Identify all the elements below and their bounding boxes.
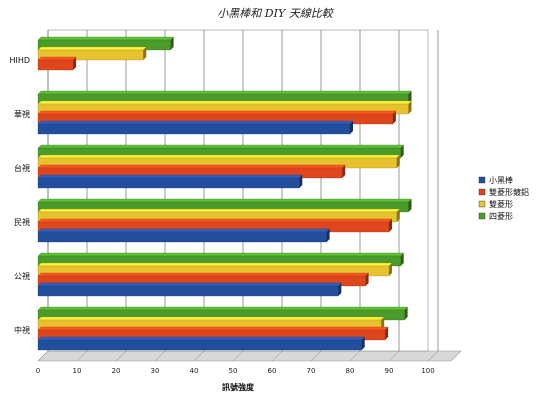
floor-grid-line: [271, 350, 283, 362]
bar-top: [37, 90, 412, 95]
x-tick-label: 10: [73, 367, 82, 375]
bar-end: [350, 121, 353, 134]
bar-end: [365, 273, 369, 286]
bar: [37, 177, 300, 189]
bar-top: [37, 208, 401, 213]
bar-top: [37, 316, 385, 321]
legend-swatch: [478, 176, 486, 184]
legend-entry: 雙菱形: [489, 199, 513, 209]
floor-grid-line: [310, 350, 322, 362]
bar: [37, 123, 351, 135]
x-tick-label: 80: [346, 367, 355, 375]
x-tick-label: 30: [151, 367, 160, 375]
bar-top: [37, 56, 77, 61]
plot-area: [47, 29, 429, 352]
bar-end: [392, 111, 396, 124]
bar-end: [170, 37, 174, 50]
bar-end: [396, 209, 400, 222]
bars-group: [37, 36, 412, 351]
bar-top: [37, 164, 346, 169]
x-tick-label: 50: [229, 367, 238, 375]
bar-end: [389, 219, 392, 232]
floor-grid-line: [154, 350, 166, 362]
bar-top: [37, 110, 397, 115]
bar: [37, 285, 339, 297]
bar-end: [400, 145, 404, 158]
bar-end: [385, 327, 389, 340]
legend-swatch: [478, 212, 486, 220]
bar-top: [37, 120, 354, 125]
bar-end: [408, 101, 412, 114]
bar-top: [37, 174, 303, 179]
bar-top: [37, 282, 342, 287]
category-label: 中視: [14, 325, 30, 335]
floor-grid-line: [115, 350, 127, 362]
bar: [37, 59, 74, 71]
bar-top: [37, 306, 408, 311]
floor-grid-line: [76, 350, 88, 362]
x-tick-label: 40: [190, 367, 199, 375]
bar-top: [37, 272, 369, 277]
floor-grid-line: [37, 350, 49, 362]
floor-grid-line: [427, 350, 439, 362]
bar-end: [408, 91, 412, 104]
bar-end: [404, 307, 408, 320]
category-label: 公視: [14, 272, 30, 281]
bar-top: [37, 198, 412, 203]
x-tick-label: 100: [421, 367, 434, 375]
legend-entry: 雙菱形鍍鋁: [489, 187, 529, 197]
legend-entry: 小黑棒: [489, 175, 513, 185]
bar-end: [299, 175, 303, 188]
bar-top: [37, 154, 401, 159]
category-label: 民視: [14, 218, 30, 227]
bar-top: [37, 36, 174, 41]
bar-end: [338, 283, 342, 296]
bar-top: [37, 218, 393, 223]
bar-end: [342, 165, 346, 178]
bar-end: [396, 155, 400, 168]
x-axis-label: 訊號強度: [222, 382, 255, 392]
bar-end: [408, 199, 412, 212]
x-tick-label: 60: [268, 367, 277, 375]
floor-grid-line: [193, 350, 205, 362]
bar: [37, 231, 327, 243]
bar-end: [326, 229, 330, 242]
category-label: 台視: [14, 163, 30, 173]
floor-grid-line: [232, 350, 244, 362]
bar: [37, 339, 362, 351]
legend-swatch: [478, 188, 486, 196]
bar-end: [389, 263, 392, 276]
floor-grid-line: [349, 350, 361, 362]
bar-top: [37, 46, 147, 51]
category-label: 華視: [14, 109, 30, 119]
x-tick-label: 0: [36, 367, 40, 375]
bar-top: [37, 326, 389, 331]
x-tick-label: 20: [112, 367, 121, 375]
legend-entry: 四菱形: [489, 211, 513, 221]
bar-top: [37, 336, 366, 341]
bar-top: [37, 228, 330, 233]
bar-end: [400, 253, 404, 266]
legend-swatch: [478, 200, 486, 208]
bar-end: [73, 57, 77, 70]
x-tick-label: 90: [385, 367, 394, 375]
grid-lines: [37, 30, 439, 362]
floor-grid-line: [388, 350, 400, 362]
bar-end: [143, 47, 147, 60]
bar-top: [37, 252, 405, 257]
bar-top: [37, 262, 393, 267]
x-tick-label: 70: [307, 367, 316, 375]
x-tick-labels: 0 10 20 30 40 50 60 70 80 90 100: [36, 367, 435, 375]
bar-top: [37, 144, 405, 149]
bar-end: [361, 337, 365, 350]
bar-end: [381, 317, 385, 330]
bar-top: [37, 100, 412, 105]
chart-title: 小黑棒和 DIY 天線比較: [217, 7, 334, 20]
category-label: HIHD: [9, 56, 30, 65]
